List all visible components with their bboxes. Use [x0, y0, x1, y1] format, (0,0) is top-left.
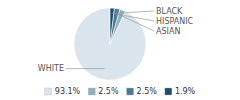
leader-line: [121, 15, 154, 31]
slice-label: ASIAN: [156, 27, 180, 36]
legend-item: 1.9%: [165, 87, 196, 96]
legend-item: 93.1%: [45, 87, 81, 96]
legend-label: 93.1%: [55, 87, 81, 96]
slices: [74, 8, 146, 80]
leader-line: [66, 68, 105, 69]
chart: BLACKHISPANICASIAN WHITE 93.1% 2.5% 2.5% 1.9%: [0, 0, 240, 100]
legend-swatch: [88, 88, 95, 95]
legend-label: 1.9%: [175, 87, 196, 96]
slice-labels: BLACKHISPANICASIAN WHITE: [38, 7, 194, 74]
slice-label: HISPANIC: [156, 17, 194, 26]
legend-item: 2.5%: [127, 87, 158, 96]
legend-swatch: [127, 88, 134, 95]
legend-item: 2.5%: [88, 87, 119, 96]
slice-label: WHITE: [38, 64, 64, 73]
slice-label: BLACK: [156, 7, 183, 16]
legend-label: 2.5%: [137, 87, 158, 96]
leader-line: [116, 14, 154, 21]
leader-line: [112, 11, 154, 13]
legend-swatch: [165, 88, 172, 95]
legend: 93.1% 2.5% 2.5% 1.9%: [45, 87, 196, 96]
legend-label: 2.5%: [98, 87, 119, 96]
slice: [74, 8, 146, 80]
legend-swatch: [45, 88, 52, 95]
